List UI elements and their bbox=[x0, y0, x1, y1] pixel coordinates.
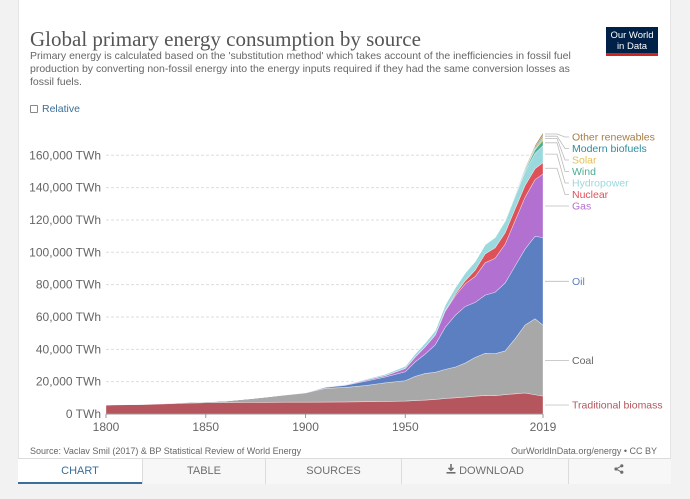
tab-sources[interactable]: SOURCES bbox=[266, 459, 402, 484]
tab-sources-label: SOURCES bbox=[306, 465, 361, 477]
logo-line-2: in Data bbox=[616, 41, 648, 52]
legend-label-gas: Gas bbox=[572, 201, 591, 213]
y-tick-label: 160,000 TWh bbox=[29, 148, 101, 162]
legend-label-solar: Solar bbox=[572, 155, 597, 167]
tab-chart-label: CHART bbox=[61, 465, 99, 477]
legend-label-traditional-biomass: Traditional biomass bbox=[572, 400, 663, 412]
legend-connector bbox=[545, 138, 569, 161]
share-icon bbox=[613, 459, 624, 483]
x-tick-label: 2019 bbox=[530, 420, 557, 434]
tab-table[interactable]: TABLE bbox=[143, 459, 266, 484]
legend-label-coal: Coal bbox=[572, 355, 594, 367]
legend-label-nuclear: Nuclear bbox=[572, 189, 609, 201]
legend-label-modern-biofuels: Modern biofuels bbox=[572, 143, 647, 155]
y-tick-label: 20,000 TWh bbox=[36, 375, 101, 389]
relative-toggle[interactable]: Relative bbox=[30, 103, 80, 115]
relative-label: Relative bbox=[42, 103, 80, 115]
x-tick-label: 1950 bbox=[392, 420, 419, 434]
tab-share[interactable] bbox=[569, 459, 671, 484]
x-tick-label: 1800 bbox=[93, 420, 120, 434]
source-note: Source: Vaclav Smil (2017) & BP Statisti… bbox=[30, 446, 302, 456]
download-icon bbox=[446, 459, 456, 483]
attribution-link[interactable]: OurWorldInData.org/energy • CC BY bbox=[510, 446, 657, 456]
tab-download-label: DOWNLOAD bbox=[459, 465, 524, 477]
legend-label-other-renewables: Other renewables bbox=[572, 132, 655, 144]
chart-tab-bar: CHART TABLE SOURCES DOWNLOAD bbox=[18, 458, 671, 484]
chart-subtitle: Primary energy is calculated based on th… bbox=[30, 50, 571, 88]
tab-download[interactable]: DOWNLOAD bbox=[402, 459, 569, 484]
logo-accent-bar bbox=[606, 53, 658, 56]
legend-connector bbox=[545, 133, 569, 138]
legend-connector bbox=[545, 167, 569, 195]
legend-connector bbox=[545, 153, 569, 184]
chart-title: Global primary energy consumption by sou… bbox=[30, 27, 421, 51]
tab-table-label: TABLE bbox=[186, 465, 222, 477]
owid-logo[interactable]: Our World in Data bbox=[606, 27, 658, 56]
y-tick-label: 0 TWh bbox=[66, 407, 101, 421]
legend-label-wind: Wind bbox=[572, 166, 596, 178]
legend-connector bbox=[545, 142, 569, 172]
legend-label-oil: Oil bbox=[572, 276, 585, 288]
y-tick-label: 120,000 TWh bbox=[29, 213, 101, 227]
legend-label-hydropower: Hydropower bbox=[572, 178, 629, 190]
y-tick-label: 140,000 TWh bbox=[29, 181, 101, 195]
tab-chart[interactable]: CHART bbox=[18, 459, 143, 484]
y-tick-label: 80,000 TWh bbox=[36, 278, 101, 292]
logo-line-1: Our World bbox=[610, 30, 654, 41]
area-other-renewables bbox=[105, 131, 544, 406]
y-tick-label: 40,000 TWh bbox=[36, 342, 101, 356]
x-tick-label: 1850 bbox=[192, 420, 219, 434]
x-tick-label: 1900 bbox=[292, 420, 319, 434]
y-tick-label: 100,000 TWh bbox=[29, 245, 101, 259]
y-tick-label: 60,000 TWh bbox=[36, 310, 101, 324]
legend-connector bbox=[545, 135, 569, 149]
relative-checkbox[interactable] bbox=[30, 105, 38, 113]
